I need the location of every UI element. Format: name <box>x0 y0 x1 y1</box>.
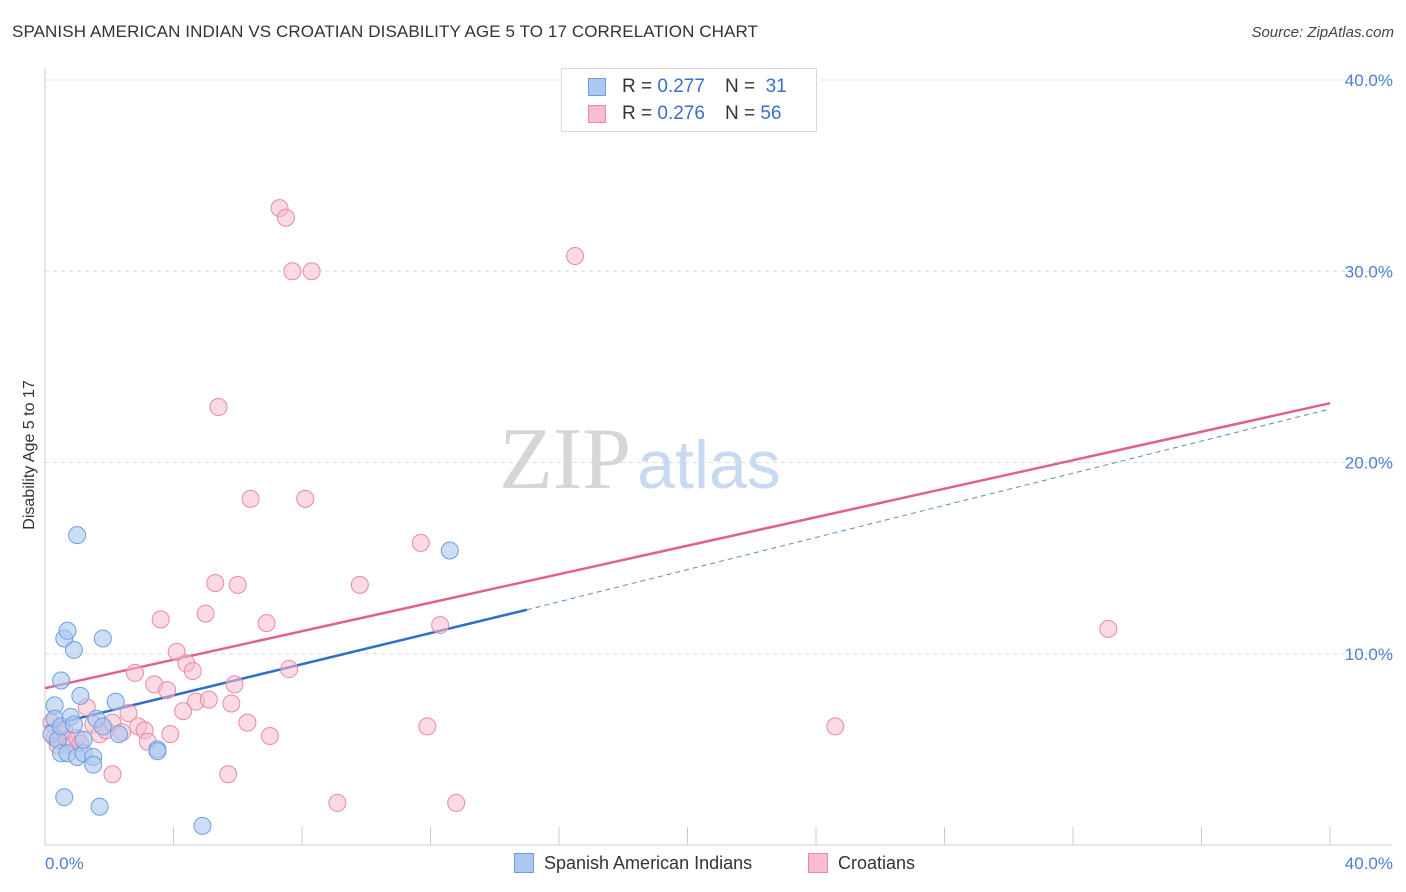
axes <box>44 68 1392 846</box>
y-axis-label: Disability Age 5 to 17 <box>21 380 38 530</box>
croatian-point <box>296 489 315 508</box>
croatian-point <box>302 262 321 281</box>
spanish-american-indian-point <box>52 671 71 690</box>
croatian-point <box>174 702 193 721</box>
spanish-american-indian-point <box>440 541 459 560</box>
bottom-swatch-blue <box>514 853 534 873</box>
croatian-point <box>826 717 845 736</box>
spanish-american-indian-point <box>71 686 90 705</box>
spanish-american-indian-point <box>55 788 74 807</box>
legend-n-value-pink: 56 <box>760 103 782 124</box>
tick-labels: 10.0% 20.0% 30.0% 40.0% 0.0% 40.0% <box>45 71 1393 873</box>
legend-n-value-blue: 31 <box>765 76 787 97</box>
chart-title: SPANISH AMERICAN INDIAN VS CROATIAN DISA… <box>12 22 759 41</box>
legend-r-value-blue: 0.277 <box>657 76 705 97</box>
spanish-american-indian-point <box>148 742 167 761</box>
croatian-point <box>238 713 257 732</box>
x-tick-label-min: 0.0% <box>45 854 84 873</box>
spanish-american-indian-point <box>90 797 109 816</box>
watermark: ZIPatlas <box>499 411 781 508</box>
croatian-point <box>350 575 369 594</box>
spanish-american-indian-point <box>106 692 125 711</box>
bottom-legend-label-blue: Spanish American Indians <box>544 852 753 873</box>
bottom-legend-pink: Croatians <box>808 850 915 876</box>
croatian-point <box>241 489 260 508</box>
legend-r-label: R = <box>622 76 653 97</box>
trend-line-pink <box>44 401 1331 690</box>
croatian-point <box>257 614 276 633</box>
croatian-point <box>196 604 215 623</box>
croatian-point <box>199 690 218 709</box>
croatian-point <box>103 765 122 784</box>
legend-r-label: R = <box>622 103 653 124</box>
legend-swatch-pink <box>588 105 606 123</box>
spanish-american-indian-point <box>74 730 93 749</box>
spanish-american-indian-point <box>109 725 128 744</box>
trend-line-blue-extension <box>526 408 1331 611</box>
spanish-american-indian-point <box>93 717 112 736</box>
croatian-point <box>328 793 347 812</box>
croatian-point <box>1099 619 1118 638</box>
croatian-point <box>125 663 144 682</box>
spanish-american-indian-point <box>64 640 83 659</box>
bottom-swatch-pink <box>808 853 828 873</box>
legend-row-blue: R = 0.277 N = 31 <box>588 75 787 99</box>
croatian-point <box>209 398 228 417</box>
source-credit: Source: ZipAtlas.com <box>1251 24 1394 41</box>
y-tick-label: 20.0% <box>1345 454 1393 473</box>
correlation-legend: R = 0.277 N = 31 R = 0.276 N = 56 <box>561 68 817 132</box>
croatian-point <box>161 725 180 744</box>
croatian-point <box>260 726 279 745</box>
spanish-american-indians-points <box>42 526 459 835</box>
croatian-point <box>280 660 299 679</box>
watermark-atlas: atlas <box>637 427 781 503</box>
croatian-point <box>225 675 244 694</box>
croatian-point <box>158 681 177 700</box>
croatian-point <box>418 717 437 736</box>
croatian-point <box>566 246 585 265</box>
spanish-american-indian-point <box>58 621 77 640</box>
croatian-point <box>206 573 225 592</box>
y-tick-label: 40.0% <box>1345 71 1393 90</box>
croatian-point <box>219 765 238 784</box>
croatian-point <box>447 793 466 812</box>
legend-r-value-pink: 0.276 <box>657 103 705 124</box>
spanish-american-indian-point <box>84 755 103 774</box>
bottom-legend-blue: Spanish American Indians <box>514 850 752 876</box>
legend-row-pink: R = 0.276 N = 56 <box>588 102 781 126</box>
watermark-zip: ZIP <box>499 411 631 508</box>
croatian-point <box>222 694 241 713</box>
spanish-american-indian-point <box>68 526 87 545</box>
croatian-point <box>431 616 450 635</box>
croatian-point <box>119 704 138 723</box>
spanish-american-indian-point <box>64 715 83 734</box>
legend-n-label: N = <box>724 76 756 97</box>
bottom-legend-label-pink: Croatians <box>838 852 916 873</box>
legend-swatch-blue <box>588 78 606 96</box>
croatian-point <box>228 575 247 594</box>
croatian-point <box>183 661 202 680</box>
grid-lines <box>45 79 1392 655</box>
y-tick-label: 30.0% <box>1345 262 1393 281</box>
y-tick-label: 10.0% <box>1345 645 1393 664</box>
croatian-point <box>283 262 302 281</box>
spanish-american-indian-point <box>93 629 112 648</box>
croatian-point <box>167 642 186 661</box>
spanish-american-indian-point <box>193 816 212 835</box>
croatian-point <box>411 533 430 552</box>
croatian-point <box>276 208 295 227</box>
legend-n-label: N = <box>724 103 756 124</box>
x-tick-label-max: 40.0% <box>1345 854 1393 873</box>
croatian-point <box>151 610 170 629</box>
